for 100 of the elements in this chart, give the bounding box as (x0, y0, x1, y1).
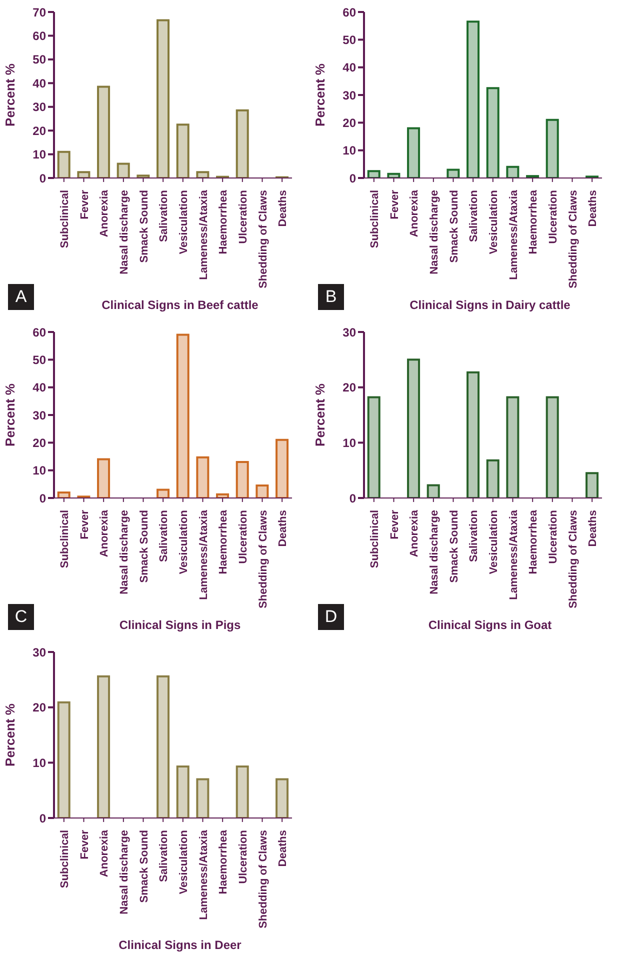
y-tick-label: 20 (32, 700, 46, 715)
x-tick-label: Nasal discharge (118, 190, 130, 274)
y-tick-label: 60 (32, 28, 46, 43)
y-tick-label: 20 (342, 116, 356, 130)
x-tick-label: Vesiculation (178, 190, 190, 254)
y-tick-label: 20 (32, 124, 46, 138)
x-tick-label: Haemorrhea (218, 509, 230, 574)
y-tick-label: 0 (349, 171, 356, 186)
y-tick-label: 70 (32, 5, 46, 20)
text: A (8, 284, 34, 310)
x-tick-label: Vesiculation (178, 510, 190, 574)
x-tick-label: Deaths (277, 190, 290, 227)
x-tick-label: Salivation (158, 830, 170, 882)
y-tick-label: 30 (32, 408, 46, 422)
y-tick-label: 10 (342, 436, 356, 450)
x-tick-label: Salivation (158, 510, 170, 562)
y-tick-label: 50 (32, 352, 46, 367)
x-tick-label: Haemorrhea (218, 189, 230, 254)
y-tick-label: 30 (32, 645, 46, 660)
x-tick-label: Ulceration (547, 510, 560, 564)
x-tick-label: Shedding of Claws (257, 190, 270, 288)
y-tick-label: 40 (32, 380, 46, 395)
x-tick-label: Ulceration (237, 830, 250, 884)
x-tick-label: Smack Sound (138, 190, 150, 263)
text: C (8, 604, 34, 630)
x-axis-title: Clinical Signs in Deer (118, 938, 242, 952)
x-tick-label: Subclinical (58, 510, 71, 568)
y-tick-label: 10 (342, 144, 356, 158)
y-axis-title: Percent % (2, 703, 18, 766)
y-tick-label: 30 (32, 100, 46, 114)
x-tick-label: Smack Sound (138, 510, 150, 583)
x-tick-label: Fever (388, 509, 401, 540)
x-tick-label: Nasal discharge (118, 510, 130, 594)
x-tick-label: Vesiculation (488, 510, 500, 574)
x-tick-label: Nasal discharge (118, 830, 130, 914)
y-tick-label: 0 (39, 491, 46, 506)
y-axis-title: Percent % (2, 63, 18, 126)
x-tick-label: Smack Sound (448, 190, 460, 263)
y-axis-title: Percent % (2, 383, 18, 446)
x-tick-label: Fever (78, 509, 91, 540)
y-tick-label: 10 (32, 756, 46, 770)
y-tick-label: 0 (39, 811, 46, 826)
x-tick-label: Salivation (468, 190, 480, 242)
y-axis-title: Percent % (312, 383, 328, 446)
x-tick-label: Nasal discharge (428, 510, 440, 594)
x-tick-label: Lameness/Ataxia (198, 829, 210, 920)
text: B (318, 284, 344, 310)
x-tick-label: Lameness/Ataxia (198, 189, 210, 280)
x-tick-label: Ulceration (237, 190, 250, 244)
x-tick-label: Haemorrhea (218, 829, 230, 894)
y-tick-label: 20 (342, 380, 356, 395)
x-tick-label: Fever (78, 829, 91, 860)
y-tick-label: 10 (32, 464, 46, 478)
x-tick-label: Salivation (158, 190, 170, 242)
x-tick-label: Smack Sound (448, 510, 460, 583)
y-tick-label: 0 (39, 171, 46, 186)
x-tick-label: Anorexia (98, 509, 111, 558)
y-tick-label: 10 (32, 148, 46, 162)
x-tick-label: Vesiculation (488, 190, 500, 254)
y-tick-label: 20 (32, 436, 46, 450)
x-tick-label: Subclinical (58, 190, 71, 248)
y-tick-label: 30 (342, 325, 356, 340)
x-tick-label: Deaths (587, 190, 600, 227)
y-tick-label: 0 (349, 491, 356, 506)
text: D (318, 604, 344, 630)
x-tick-label: Fever (388, 189, 401, 220)
x-tick-label: Ulceration (547, 190, 560, 244)
y-tick-label: 60 (342, 5, 356, 20)
x-tick-label: Shedding of Claws (567, 510, 580, 608)
y-axis-title: Percent % (312, 63, 328, 126)
x-tick-label: Shedding of Claws (257, 510, 270, 608)
y-tick-label: 40 (32, 76, 46, 90)
x-tick-label: Vesiculation (178, 830, 190, 894)
x-tick-label: Haemorrhea (528, 509, 540, 574)
y-tick-label: 50 (342, 32, 356, 47)
x-tick-label: Lameness/Ataxia (508, 509, 520, 600)
x-tick-label: Deaths (277, 510, 290, 547)
x-tick-label: Subclinical (368, 510, 381, 568)
x-tick-label: Anorexia (408, 509, 421, 558)
x-tick-label: Subclinical (368, 190, 381, 248)
x-tick-label: Deaths (277, 830, 290, 867)
x-axis-title: Clinical Signs in Pigs (118, 618, 242, 632)
x-tick-label: Salivation (468, 510, 480, 562)
x-tick-label: Shedding of Claws (567, 190, 580, 288)
x-axis-title: Clinical Signs in Dairy cattle (408, 298, 572, 312)
x-tick-label: Lameness/Ataxia (198, 509, 210, 600)
x-axis-title: Clinical Signs in Goat (427, 618, 553, 632)
x-tick-label: Nasal discharge (428, 190, 440, 274)
y-tick-label: 50 (32, 52, 46, 67)
y-tick-label: 60 (32, 325, 46, 340)
x-tick-label: Haemorrhea (528, 189, 540, 254)
x-tick-label: Fever (78, 189, 91, 220)
x-tick-label: Anorexia (408, 189, 421, 238)
x-tick-label: Smack Sound (138, 830, 150, 903)
x-axis-title: Clinical Signs in Beef cattle (100, 298, 260, 312)
x-tick-label: Ulceration (237, 510, 250, 564)
x-tick-label: Lameness/Ataxia (508, 189, 520, 280)
x-tick-label: Subclinical (58, 830, 71, 888)
y-tick-label: 30 (342, 88, 356, 102)
x-tick-label: Anorexia (98, 189, 111, 238)
